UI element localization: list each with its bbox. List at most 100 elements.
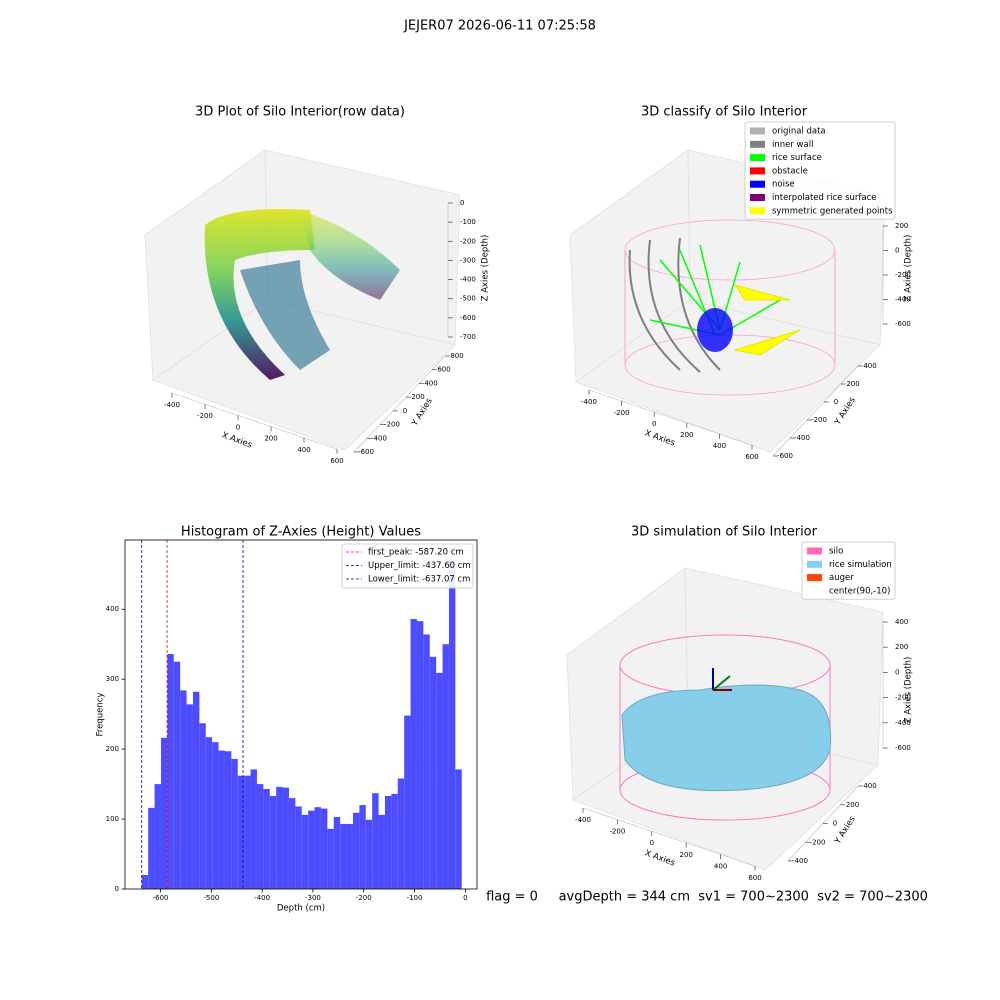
histogram-bar <box>212 742 219 889</box>
histogram-bar <box>180 690 187 889</box>
histogram-bar <box>199 723 206 889</box>
x-tick-label: -100 <box>407 894 423 902</box>
histogram-bar <box>397 778 405 889</box>
histogram-bar <box>346 823 353 889</box>
histogram-bar <box>372 793 379 889</box>
histogram-bar <box>410 619 417 889</box>
legend-label: inner wall <box>772 140 813 150</box>
legend-label: rice surface <box>772 153 822 163</box>
x-tick-label: 0 <box>463 894 467 902</box>
legend-label: symmetric generated points <box>772 206 893 216</box>
z-tick-label: 200 <box>895 222 908 230</box>
chart-title: 3D classify of Silo Interior <box>641 105 808 120</box>
histogram-bar <box>378 814 385 889</box>
chart-title: 3D Plot of Silo Interior(row data) <box>195 105 405 120</box>
figure-title: JEJER07 2026-06-11 07:25:58 <box>403 19 596 34</box>
z-tick-label: -200 <box>895 694 911 702</box>
histogram-bar <box>333 816 341 889</box>
histogram-bar <box>160 737 168 889</box>
histogram-bar <box>263 788 270 889</box>
y-tick-label: -400 <box>794 434 810 442</box>
chart-title: 3D simulation of Silo Interior <box>631 525 818 540</box>
x-axis-label: X Axies <box>643 428 676 448</box>
z-tick-label: -500 <box>460 295 476 303</box>
footer-text: flag = 0 avgDepth = 344 cm sv1 = 700~230… <box>486 890 928 905</box>
histogram-bar <box>186 704 193 889</box>
histogram-bar <box>276 786 283 889</box>
x-tick-label: -400 <box>581 398 597 406</box>
y-axis-line <box>353 355 446 453</box>
z-tick-label: 0 <box>895 668 899 676</box>
legend-swatch <box>807 560 822 568</box>
legend-swatch <box>750 127 765 135</box>
y-tick-label: -400 <box>371 434 387 442</box>
histogram-bar <box>448 560 456 889</box>
histogram-bar <box>365 819 373 889</box>
legend-swatch <box>750 167 765 175</box>
histogram-bar <box>436 672 443 889</box>
histogram-bar <box>237 775 245 889</box>
x-tick-label: -200 <box>356 894 372 902</box>
legend-label: silo <box>829 547 843 557</box>
histogram-bar <box>244 775 251 889</box>
legend-label: first_peak: -587.20 cm <box>368 548 464 558</box>
x-tick-label: 600 <box>745 453 758 461</box>
legend-box <box>341 543 474 589</box>
x-tick-label: -500 <box>203 894 219 902</box>
histogram-bar <box>154 784 161 889</box>
z-tick-label: 200 <box>895 643 908 651</box>
histogram-bar <box>320 808 328 889</box>
histogram-bar <box>359 805 366 889</box>
z-tick-label: -600 <box>895 320 911 328</box>
z-tick-label: 400 <box>895 618 908 626</box>
legend-label: interpolated rice surface <box>772 193 877 203</box>
histogram-bar <box>416 621 424 889</box>
y-tick-label: 200 <box>411 393 424 401</box>
histogram-bar <box>314 807 321 889</box>
y-tick-label: -600 <box>358 448 374 456</box>
panel-1-points <box>204 209 400 380</box>
legend-label: rice simulation <box>829 560 892 570</box>
x-tick-label: 200 <box>680 431 693 439</box>
y-tick-label: 0 <box>115 885 119 893</box>
histogram-bar <box>218 750 225 889</box>
histogram-bar <box>301 814 309 889</box>
y-tick-label: -400 <box>792 857 808 865</box>
z-tick-label: -100 <box>460 218 476 226</box>
histogram-bar <box>391 793 398 889</box>
histogram-bar <box>327 828 334 889</box>
z-tick-label: -200 <box>460 237 476 245</box>
x-axis-label: X Axies <box>220 430 253 450</box>
x-tick-label: 400 <box>714 862 727 870</box>
panel-4-surface <box>619 634 832 821</box>
y-tick-label: 400 <box>106 605 119 613</box>
y-tick-label: 0 <box>834 398 838 406</box>
z-tick-label: -600 <box>460 314 476 322</box>
histogram-bar <box>282 787 289 889</box>
legend-swatch <box>750 140 765 148</box>
plot-frame <box>124 539 478 890</box>
chart-title: Histogram of Z-Axies (Height) Values <box>181 525 421 540</box>
histogram-bar <box>340 823 347 889</box>
z-axis-label: Z Axies (Depth) <box>481 235 491 302</box>
y-axis-line <box>772 365 859 457</box>
legend-swatch <box>750 154 765 162</box>
z-axis-label: Z Axies (Depth) <box>904 235 914 302</box>
histogram-bar <box>384 795 392 889</box>
histogram-bar <box>231 758 238 889</box>
legend-label: obstacle <box>772 166 808 176</box>
x-tick-label: 400 <box>713 442 726 450</box>
x-tick-label: 600 <box>748 874 761 882</box>
x-tick-label: 200 <box>264 435 277 443</box>
y-tick-label: -200 <box>810 838 826 846</box>
z-axis-label: Z Axies (Depth) <box>904 657 914 724</box>
x-axis-line <box>171 392 338 450</box>
x-tick-label: -400 <box>254 894 270 902</box>
legend-label: auger <box>829 573 854 583</box>
histogram-bar <box>455 769 462 889</box>
histogram-bar <box>224 751 232 889</box>
x-tick-label: -400 <box>164 401 180 409</box>
histogram-bar <box>295 806 302 889</box>
histogram-bar <box>352 812 360 889</box>
